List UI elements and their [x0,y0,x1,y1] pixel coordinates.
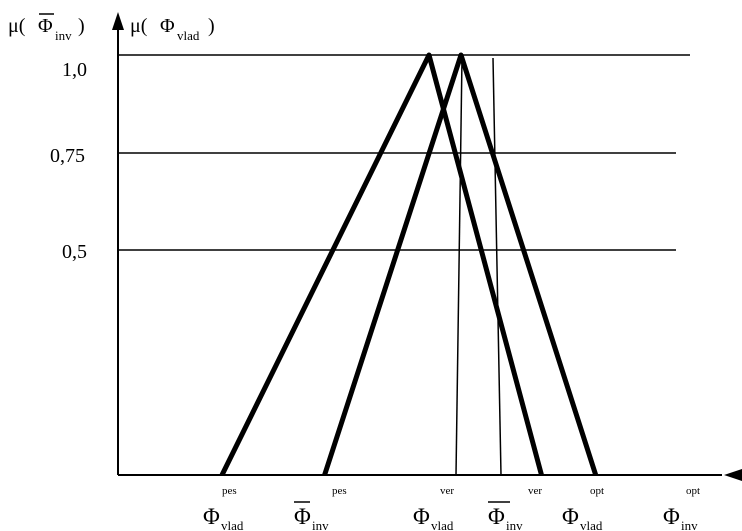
svg-text:): ) [208,15,215,37]
svg-text:μ(: μ( [8,15,26,37]
x-axis-arrow-icon [724,469,742,481]
svg-text:pes: pes [332,485,347,497]
svg-text:μ(: μ( [130,15,148,37]
triangle-inv [322,52,599,476]
svg-text:Φ: Φ [38,15,53,37]
y-axis-label-inv: μ( Φ inv ) [8,13,85,43]
xlabel-inv-pes: pes Φ inv [294,485,347,531]
triangle-vlad [219,52,544,477]
svg-text:inv: inv [681,518,698,531]
svg-text:opt: opt [686,485,700,497]
ytick-0-75: 0,75 [50,145,85,167]
inv-ver-line [492,57,502,476]
svg-text:Φ: Φ [203,504,220,529]
xlabel-inv-ver: ver Φ inv [488,485,542,531]
ytick-0-5: 0,5 [62,241,87,263]
svg-text:inv: inv [312,518,329,531]
svg-text:inv: inv [55,28,72,43]
svg-text:Φ: Φ [562,504,579,529]
svg-text:ver: ver [440,485,454,497]
svg-text:Φ: Φ [488,504,505,529]
svg-text:pes: pes [222,485,237,497]
svg-text:opt: opt [590,485,604,497]
vlad-ver-line [455,57,463,476]
xlabel-vlad-ver: ver Φ vlad [413,485,454,531]
svg-text:vlad: vlad [221,518,244,531]
svg-text:): ) [78,15,85,37]
y-axis-label-vlad: μ( Φ vlad ) [130,15,215,43]
svg-text:vlad: vlad [580,518,603,531]
y-axis-arrow-icon [112,12,124,30]
svg-text:Φ: Φ [160,15,175,37]
xlabel-vlad-pes: pes Φ vlad [203,485,244,531]
xlabel-inv-opt: opt Φ inv [663,485,700,531]
svg-text:vlad: vlad [177,28,200,43]
ytick-1-0: 1,0 [62,59,87,81]
xlabel-vlad-opt: opt Φ vlad [562,485,604,531]
svg-text:inv: inv [506,518,523,531]
svg-text:ver: ver [528,485,542,497]
svg-text:Φ: Φ [663,504,680,529]
svg-text:Φ: Φ [413,504,430,529]
membership-triangles [219,52,599,477]
svg-text:Φ: Φ [294,504,311,529]
svg-text:vlad: vlad [431,518,454,531]
